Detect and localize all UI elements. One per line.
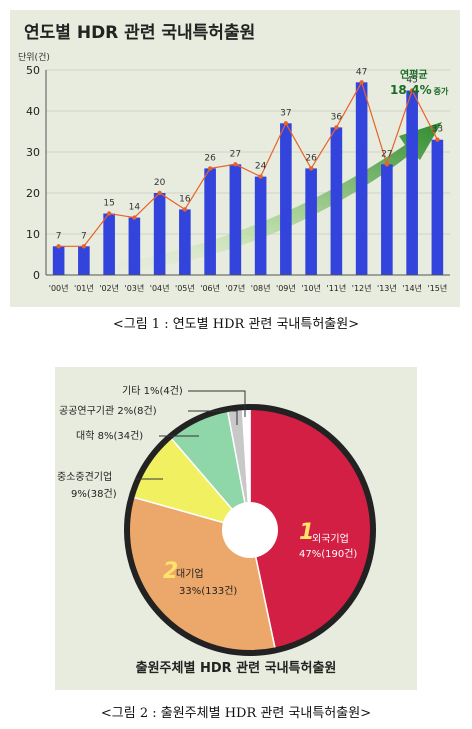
bar — [78, 246, 90, 275]
bar — [330, 127, 343, 276]
bar — [280, 123, 292, 275]
label-univ: 대학 8%(34건) — [76, 430, 143, 442]
label-etc: 기타 1%(4건) — [122, 385, 183, 397]
pie-chart-panel: 기타 1%(4건) 공공연구기관 2%(8건) 대학 8%(34건) 중소중견기… — [55, 367, 417, 690]
x-tick-label: '06년 — [200, 283, 220, 293]
figure2-caption: <그림 2 : 출원주체별 HDR 관련 국내특허출원> — [100, 706, 372, 721]
line-marker — [308, 166, 314, 171]
data-label: 26 — [204, 153, 216, 163]
line-marker — [258, 174, 263, 179]
x-tick-label: '01년 — [74, 283, 94, 293]
pie-chart: 기타 1%(4건) 공공연구기관 2%(8건) 대학 8%(34건) 중소중견기… — [57, 385, 376, 676]
annotation-value: 18.4% 증가 — [390, 83, 449, 97]
bar — [128, 217, 141, 275]
bar — [254, 176, 267, 275]
data-label: 33 — [432, 125, 443, 135]
chart2-title: 출원주체별 HDR 관련 국내특허출원 — [136, 660, 337, 676]
y-tick-label: 0 — [33, 269, 40, 282]
data-label: 37 — [280, 108, 291, 118]
trend-line — [58, 80, 438, 247]
annotation-label: 연평균 — [400, 68, 428, 81]
y-axis-unit-label: 단위(건) — [18, 52, 50, 63]
line-marker — [207, 166, 213, 171]
slice-value-large: 33%(133건) — [179, 585, 237, 597]
x-tick-label: '10년 — [301, 283, 321, 293]
slice-label-large: 대기업 — [176, 567, 204, 580]
bar — [381, 164, 393, 275]
line-marker — [435, 137, 440, 142]
figure1-caption: <그림 1 : 연도별 HDR 관련 국내특허출원> — [112, 317, 360, 332]
data-label: 26 — [305, 153, 317, 163]
x-tick-label: '11년 — [327, 283, 347, 293]
x-tick-label: '00년 — [49, 283, 69, 293]
data-label: 7 — [81, 231, 87, 241]
line-marker — [157, 190, 162, 196]
bar — [406, 90, 418, 275]
bar — [229, 164, 242, 275]
bar-chart-panel: 연도별 HDR 관련 국내특허출원 단위(건) 7 7 15 14 20 16 26 27 24… — [10, 10, 460, 307]
data-label: 15 — [103, 199, 114, 209]
callout-line-etc — [188, 390, 246, 417]
line-marker — [56, 244, 61, 249]
x-tick-label: '03년 — [125, 283, 145, 293]
line-marker — [359, 80, 364, 85]
bar — [305, 168, 317, 275]
data-label: 47 — [356, 67, 367, 77]
x-tick-label: '05년 — [175, 283, 195, 293]
chart1-title: 연도별 HDR 관련 국내특허출원 — [24, 23, 255, 43]
bar — [204, 168, 216, 275]
donut-hole — [222, 502, 278, 558]
line-marker — [283, 121, 289, 126]
data-label: 7 — [56, 231, 62, 241]
y-tick-label: 10 — [26, 228, 40, 241]
bar-chart: 연도별 HDR 관련 국내특허출원 단위(건) 7 7 15 14 20 16 26 27 24… — [18, 23, 450, 293]
line-marker — [384, 162, 390, 167]
x-tick-label: '02년 — [99, 283, 119, 293]
slice-label-foreign: 외국기업 — [312, 532, 349, 545]
line-marker — [81, 244, 87, 249]
x-tick-label: '12년 — [352, 283, 372, 293]
line-marker — [106, 211, 112, 216]
x-tick-label: '08년 — [251, 283, 271, 293]
x-tick-label: '13년 — [377, 283, 397, 293]
slice-number-foreign: 1 — [299, 520, 314, 545]
bar — [52, 246, 65, 275]
line-marker — [334, 125, 339, 130]
line-marker — [233, 162, 238, 167]
data-label: 45 — [406, 76, 417, 86]
slice-value-foreign: 47%(190건) — [299, 548, 357, 560]
data-label: 27 — [381, 149, 392, 159]
label-sme-value: 9%(38건) — [71, 488, 117, 500]
label-public: 공공연구기관 2%(8건) — [59, 405, 157, 417]
bar — [103, 213, 115, 275]
data-label: 14 — [129, 203, 141, 213]
data-label: 20 — [154, 178, 166, 188]
x-tick-label: '09년 — [276, 283, 296, 293]
y-tick-label: 30 — [26, 146, 40, 159]
line-marker — [182, 207, 188, 212]
bar — [179, 209, 191, 275]
x-tick-label: '14년 — [402, 283, 422, 293]
growth-trend-arrow — [70, 122, 442, 273]
line-marker — [132, 215, 137, 220]
label-sme-name: 중소중견기업 — [57, 470, 112, 483]
x-tick-label: '07년 — [226, 283, 246, 293]
bar — [431, 139, 444, 275]
slice-number-large: 2 — [163, 559, 178, 584]
line-marker — [409, 88, 415, 93]
data-label: 27 — [230, 149, 241, 159]
x-tick-label: '15년 — [428, 283, 448, 293]
data-label: 16 — [179, 194, 191, 204]
y-tick-label: 40 — [26, 105, 40, 118]
callout-line-public — [188, 410, 238, 425]
donut-outline — [124, 404, 376, 656]
y-tick-label: 50 — [26, 64, 40, 77]
data-label: 36 — [331, 112, 343, 122]
x-tick-label: '04년 — [150, 283, 170, 293]
data-label: 24 — [255, 162, 267, 172]
bar — [153, 193, 166, 275]
bar — [355, 82, 368, 275]
y-tick-label: 20 — [26, 187, 40, 200]
